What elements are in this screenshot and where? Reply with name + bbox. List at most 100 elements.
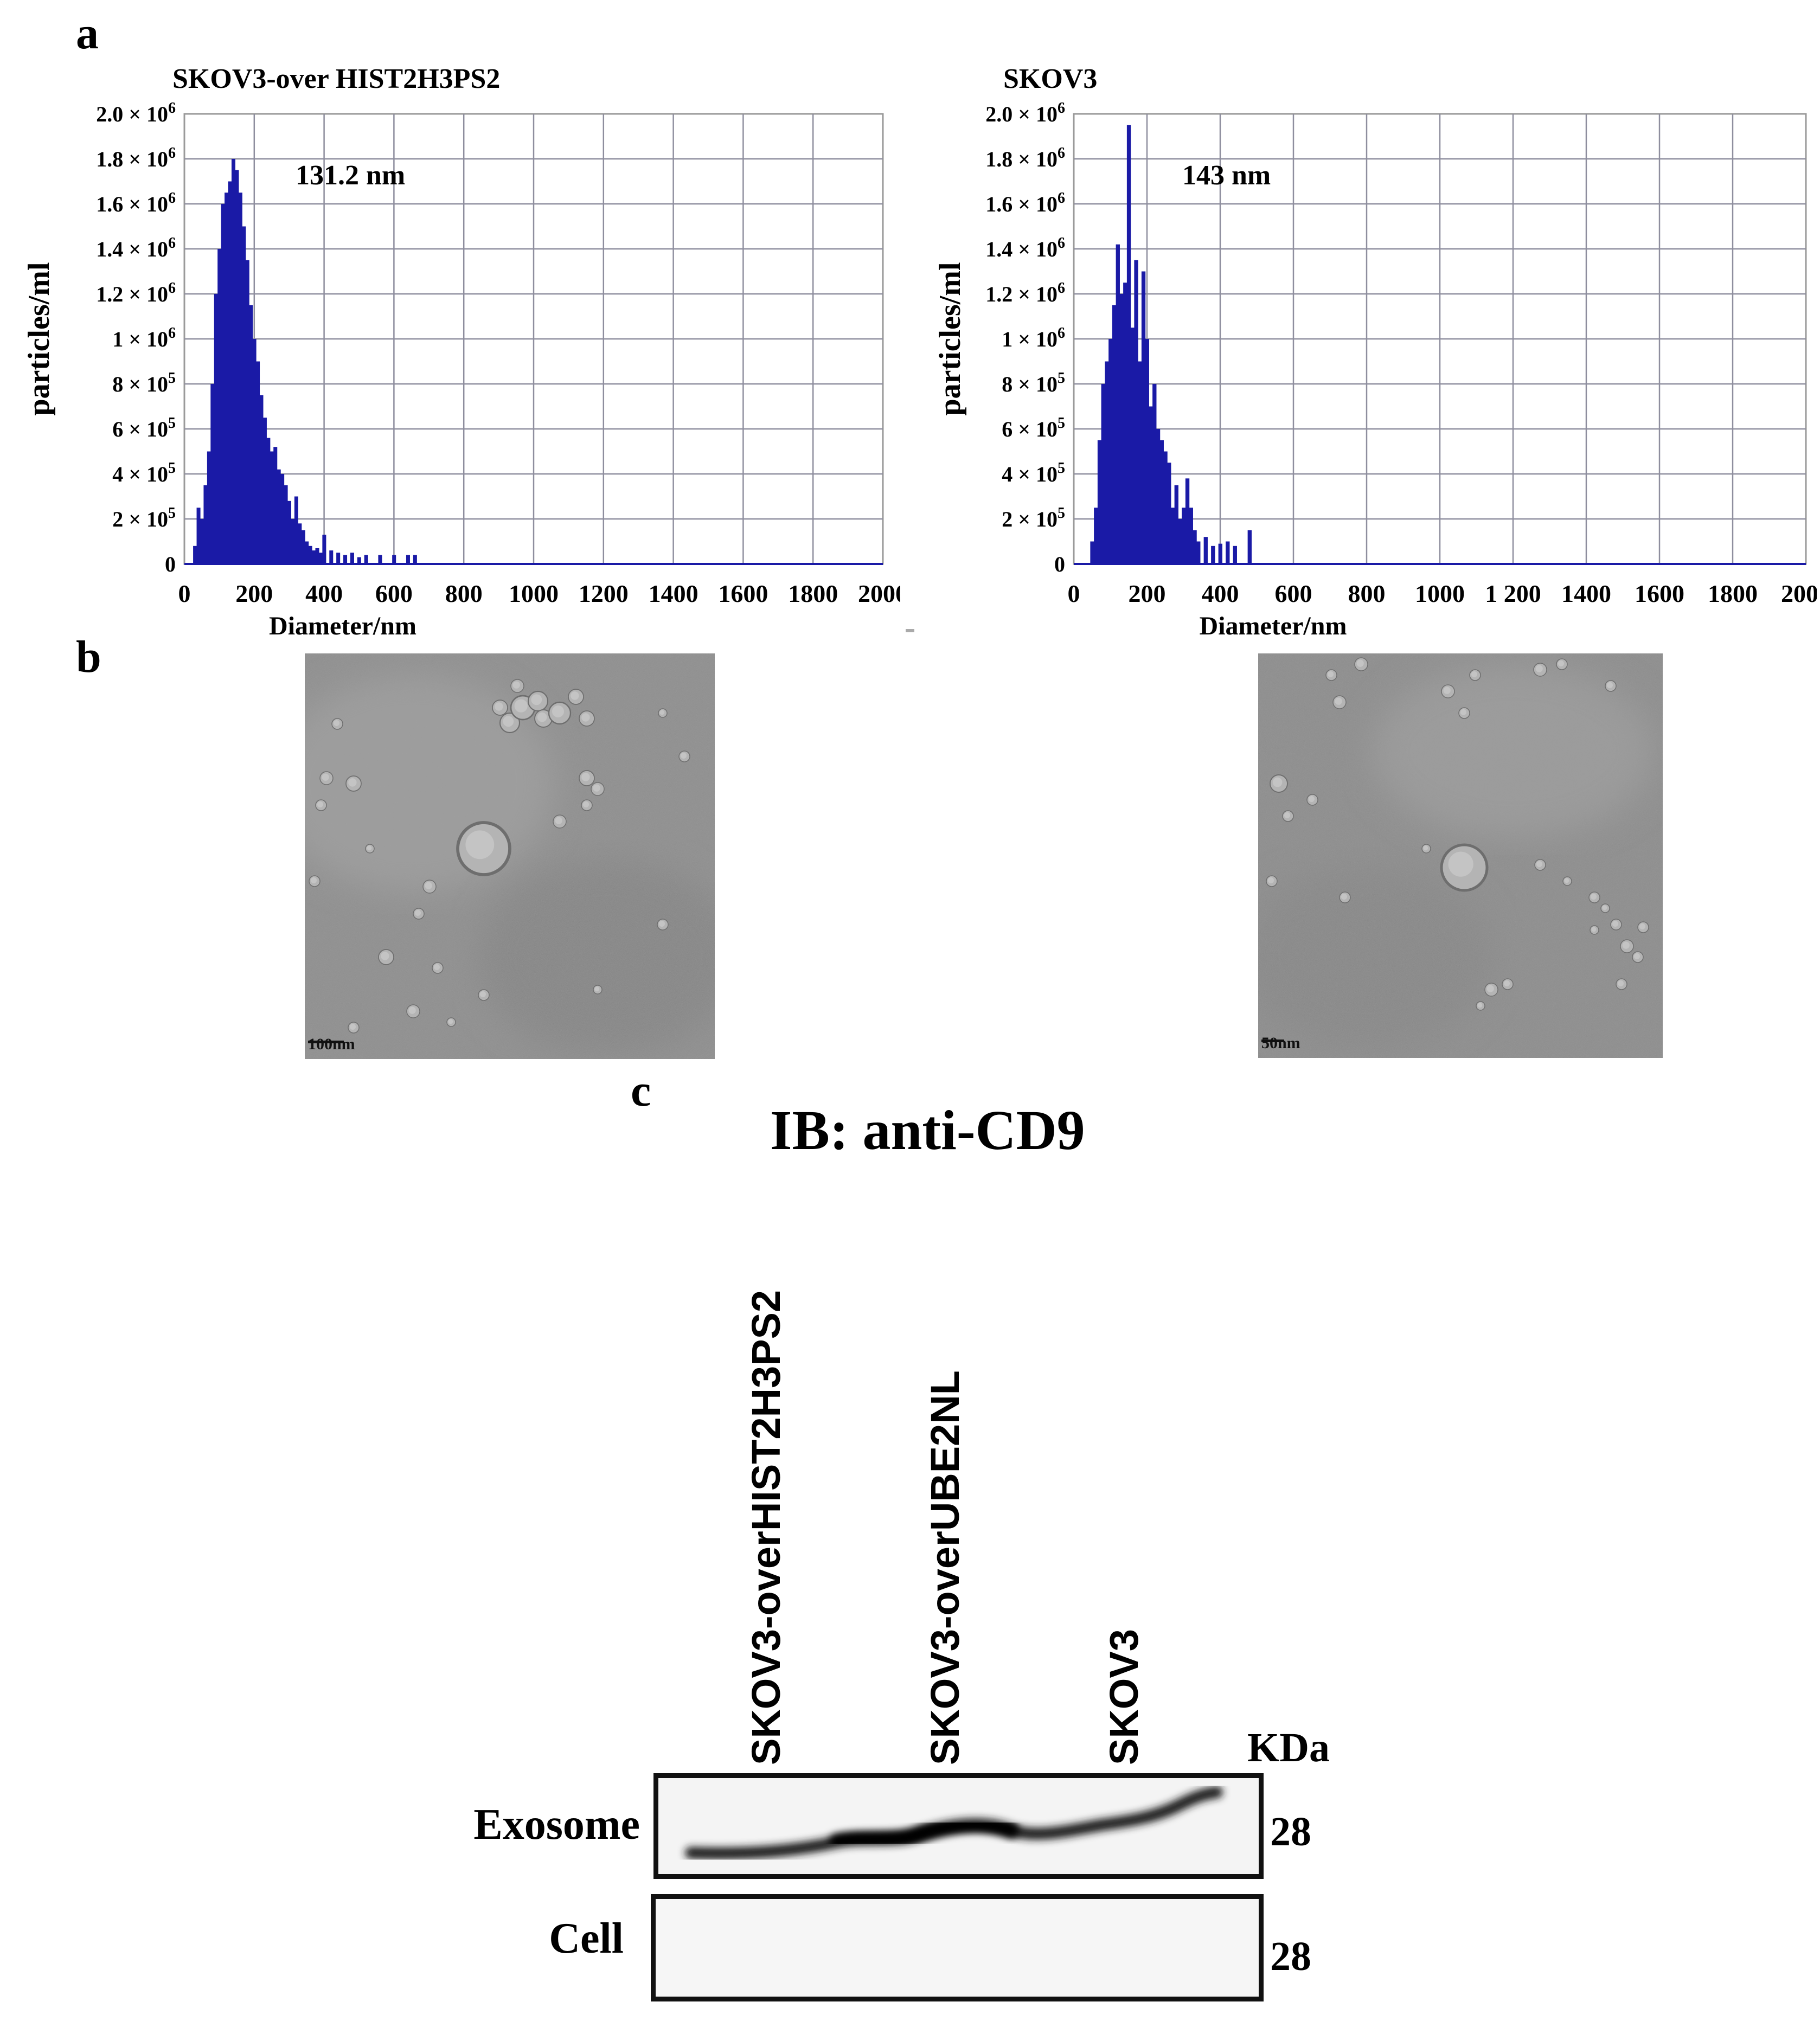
vesicle-highlight: [1268, 877, 1274, 883]
histogram-bar: [1097, 440, 1102, 564]
vesicle-highlight: [583, 801, 589, 807]
vesicle-highlight: [1618, 980, 1624, 986]
vesicle-highlight: [503, 716, 514, 727]
vesicle-highlight: [581, 713, 590, 722]
histogram-bar: [318, 553, 323, 564]
y-tick-label: 2 × 105: [1002, 505, 1065, 531]
vesicle-highlight: [1284, 812, 1290, 818]
x-tick-label: 1600: [1635, 580, 1684, 607]
histogram-bar: [1193, 530, 1197, 564]
vesicle-highlight: [659, 710, 665, 715]
histogram-bar: [235, 170, 239, 564]
vesicle-highlight: [1612, 921, 1618, 927]
vesicle-highlight: [367, 845, 372, 851]
vesicle-highlight: [555, 817, 562, 824]
histogram-bar: [1226, 541, 1230, 564]
histogram-bar: [217, 249, 222, 564]
tem-micrograph-1: [305, 653, 715, 1059]
y-tick-label: 1.6 × 106: [985, 190, 1065, 216]
vesicle-highlight: [681, 753, 687, 759]
vesicle-highlight: [537, 712, 547, 722]
panel-label-a: a: [76, 8, 99, 59]
histogram-bar: [294, 496, 298, 564]
y-tick-label: 2 × 105: [112, 505, 176, 531]
vesicle-highlight: [1558, 660, 1564, 666]
histogram-bar: [1119, 294, 1124, 564]
histogram-bar: [1185, 478, 1190, 564]
y-tick-label: 1.2 × 106: [96, 280, 176, 306]
vesicle-highlight: [1309, 796, 1315, 802]
kda-header: KDa: [1247, 1725, 1330, 1770]
vesicle-highlight: [465, 830, 495, 859]
histogram-bar: [315, 548, 319, 564]
y-tick-label: 6 × 105: [1002, 415, 1065, 441]
vesicle-highlight: [1341, 894, 1347, 900]
histogram-bar: [1189, 508, 1193, 564]
vesicle-highlight: [1460, 709, 1466, 715]
y-tick-label: 8 × 105: [112, 370, 176, 396]
vesicle-highlight: [552, 705, 564, 717]
x-tick-label: 800: [445, 580, 483, 607]
vesicle-highlight: [1639, 923, 1645, 929]
blot-title: IB: anti-CD9: [770, 1099, 1085, 1162]
vesicle-highlight: [1486, 985, 1494, 992]
histogram-bar: [378, 555, 382, 564]
x-tick-label: 1000: [509, 580, 559, 607]
vesicle-highlight: [381, 952, 389, 960]
histogram-bar: [277, 469, 281, 564]
y-tick-label: 1 × 106: [1002, 325, 1065, 351]
x-tick-label: 1600: [718, 580, 768, 607]
y-tick-label: 1.4 × 106: [985, 235, 1065, 261]
histogram-bar: [1116, 244, 1120, 564]
histogram-bar: [1138, 361, 1142, 564]
vesicle-highlight: [415, 910, 421, 916]
histogram-bar: [1090, 541, 1094, 564]
vesicle-highlight: [1423, 845, 1428, 851]
histogram-bar: [249, 305, 253, 564]
histogram-bar: [329, 550, 334, 564]
vesicle-highlight: [514, 699, 528, 713]
lane-label-ube2nl: SKOV3-overUBE2NL: [922, 1370, 967, 1765]
histogram-bar: [291, 519, 295, 564]
chart-title: SKOV3-over HIST2H3PS2: [172, 63, 500, 94]
vesicle-highlight: [1535, 665, 1543, 672]
peak-annotation: 131.2 nm: [296, 160, 405, 191]
vesicle-highlight: [1328, 671, 1334, 677]
histogram-bar: [1126, 125, 1131, 564]
kda-marker-cell: 28: [1270, 1934, 1311, 1979]
vesicle-highlight: [495, 702, 503, 711]
histogram-bar: [1123, 283, 1127, 564]
panel-label-b: b: [76, 632, 101, 682]
separator-mark: [906, 629, 914, 632]
row-label-cell: Cell: [549, 1915, 624, 1962]
histogram-bar: [1112, 305, 1117, 564]
histogram-bar: [203, 485, 208, 564]
histogram-bar: [406, 555, 410, 564]
histogram-bar: [242, 226, 246, 564]
tem-image-skov3: 50nm: [1258, 653, 1663, 1058]
vesicle-highlight: [1471, 671, 1477, 677]
scale-bar-label: 50nm: [1261, 1034, 1300, 1052]
vesicle-highlight: [594, 986, 600, 992]
vesicle-highlight: [322, 773, 329, 781]
histogram-bar: [1152, 384, 1157, 564]
x-tick-label: 1200: [579, 580, 629, 607]
x-tick-label: 0: [1068, 580, 1080, 607]
vesicle-highlight: [531, 694, 542, 705]
y-tick-label: 2.0 × 106: [96, 100, 176, 126]
histogram-bar: [1196, 541, 1201, 564]
vesicle-highlight: [1448, 851, 1473, 877]
histogram-bar: [1130, 328, 1135, 564]
vesicle-highlight: [317, 801, 323, 807]
histogram-bar: [1141, 271, 1146, 564]
y-tick-label: 8 × 105: [1002, 370, 1065, 396]
vesicle-highlight: [1443, 687, 1451, 694]
histogram-bar: [270, 451, 274, 564]
histogram-bar: [1105, 361, 1109, 564]
lane-label-skov3: SKOV3: [1101, 1629, 1146, 1765]
y-tick-label: 2.0 × 106: [985, 100, 1065, 126]
histogram-bar: [305, 541, 309, 564]
y-tick-label: 0: [1054, 552, 1065, 576]
histogram-bar: [1167, 463, 1171, 564]
